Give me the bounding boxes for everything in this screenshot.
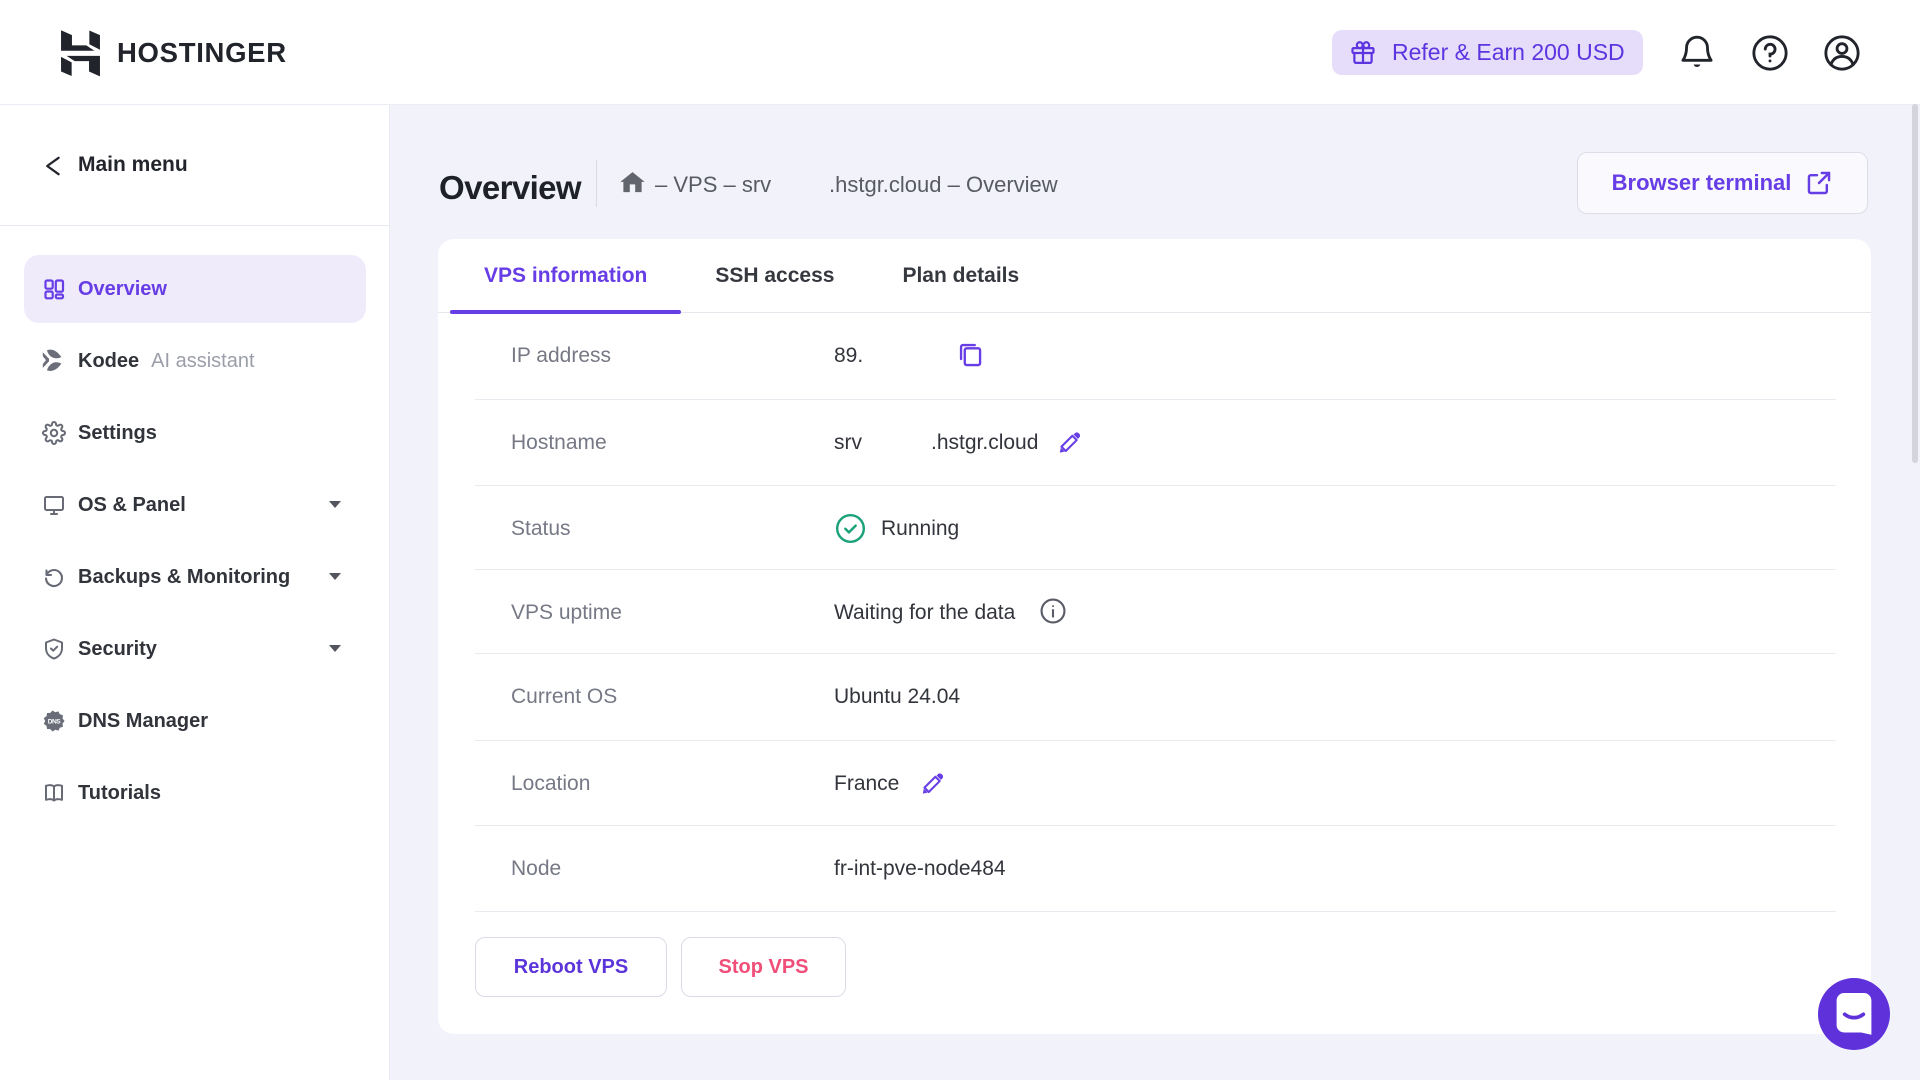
svg-text:DNS: DNS [48,718,62,725]
